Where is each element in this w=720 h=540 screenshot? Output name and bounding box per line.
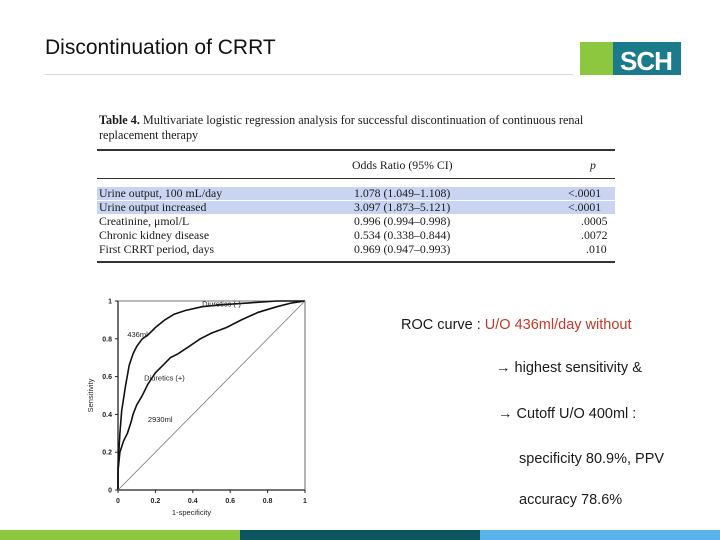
table-caption: Table 4. Multivariate logistic regressio… xyxy=(99,113,614,143)
row-odds-ratio: 0.534 (0.338–0.844) xyxy=(354,228,451,242)
logo-text: SCH xyxy=(620,46,673,76)
note-specificity: specificity 80.9%, PPV xyxy=(519,451,665,467)
row-p-value: <.0001 xyxy=(568,186,602,200)
arrow-icon: → xyxy=(496,360,511,376)
note-accuracy: accuracy 78.6% xyxy=(519,492,623,508)
x-axis-label: 1-specificity xyxy=(172,508,211,517)
row-variable: Urine output, 100 mL/day xyxy=(99,186,223,200)
y-tick-label: 0.4 xyxy=(102,412,112,419)
footer-bar-teal xyxy=(240,530,480,540)
note-line-2: → highest sensitivity & xyxy=(496,360,642,376)
row-odds-ratio: 3.097 (1.873–5.121) xyxy=(354,200,451,214)
y-tick-label: 1 xyxy=(108,299,112,306)
footer-bar-blue xyxy=(480,530,720,540)
regression-table: Table 4. Multivariate logistic regressio… xyxy=(94,108,618,268)
row-highlight xyxy=(97,201,615,214)
logo-green-block xyxy=(580,42,613,75)
x-tick-label: 0.4 xyxy=(188,498,198,505)
row-variable: Chronic kidney disease xyxy=(99,228,210,242)
row-variable: Urine output increased xyxy=(99,200,207,214)
note-roc-value: U/O 436ml/day without xyxy=(484,317,632,333)
chart-annotation: Diuretics (+) xyxy=(144,373,185,382)
chart-background xyxy=(78,293,316,517)
note-cutoff: Cutoff U/O 400ml : xyxy=(516,406,637,422)
row-variable: First CRRT period, days xyxy=(99,242,215,256)
note-roc-prefix: ROC curve : xyxy=(401,317,485,333)
table-caption-text: Multivariate logistic regression analysi… xyxy=(99,113,584,142)
y-tick-label: 0.8 xyxy=(102,336,112,343)
chart-annotation: Diuretics (-) xyxy=(202,300,241,309)
y-axis-label: Sensitivity xyxy=(86,378,95,412)
chart-annotation: 2930ml xyxy=(148,415,173,424)
row-odds-ratio: 0.996 (0.994–0.998) xyxy=(354,214,451,228)
y-tick-label: 0.6 xyxy=(102,374,112,381)
row-p-value: .0072 xyxy=(581,228,608,242)
reference-diagonal xyxy=(117,300,306,491)
note-sensitivity: highest sensitivity & xyxy=(514,360,642,376)
y-tick-label: 0 xyxy=(108,488,112,495)
arrow-icon: → xyxy=(498,406,513,422)
x-tick-label: 1 xyxy=(303,498,307,505)
table-top-rule xyxy=(97,149,615,151)
row-odds-ratio: 0.969 (0.947–0.993) xyxy=(354,242,451,256)
footer-bar-green xyxy=(0,530,240,540)
y-tick-label: 0.2 xyxy=(102,450,112,457)
row-p-value: .0005 xyxy=(581,214,608,228)
row-p-value: .010 xyxy=(586,242,607,256)
chart-annotation: 436ml xyxy=(127,330,148,339)
note-line-1: ROC curve : U/O 436ml/day without xyxy=(401,317,631,333)
row-p-value: <.0001 xyxy=(568,200,602,214)
slide-title: Discontinuation of CRRT xyxy=(45,36,276,59)
row-highlight xyxy=(97,187,615,200)
note-line-3: → Cutoff U/O 400ml : xyxy=(498,406,636,422)
table-header-rule xyxy=(97,178,615,179)
logo-teal-block xyxy=(613,42,681,75)
header-p-value: p xyxy=(590,158,596,172)
header-odds-ratio: Odds Ratio (95% CI) xyxy=(352,158,453,172)
roc-curve-diuretics-plus xyxy=(117,300,306,490)
x-tick-label: 0 xyxy=(116,498,120,505)
x-tick-label: 0.8 xyxy=(263,498,273,505)
row-variable: Creatinine, μmol/L xyxy=(99,214,190,228)
table-bottom-rule xyxy=(97,261,615,263)
row-odds-ratio: 1.078 (1.049–1.108) xyxy=(354,186,451,200)
table-label: Table 4. xyxy=(99,113,140,127)
roc-chart: 0 0.2 0.4 0.6 0.8 1 0 0.2 0.4 0.6 0.8 1 1-specificit… xyxy=(78,293,316,517)
title-divider xyxy=(45,74,573,75)
sch-logo: SCH xyxy=(580,42,681,76)
x-tick-label: 0.2 xyxy=(151,498,161,505)
roc-curve-diuretics-minus xyxy=(117,300,305,490)
x-tick-label: 0.6 xyxy=(225,498,235,505)
